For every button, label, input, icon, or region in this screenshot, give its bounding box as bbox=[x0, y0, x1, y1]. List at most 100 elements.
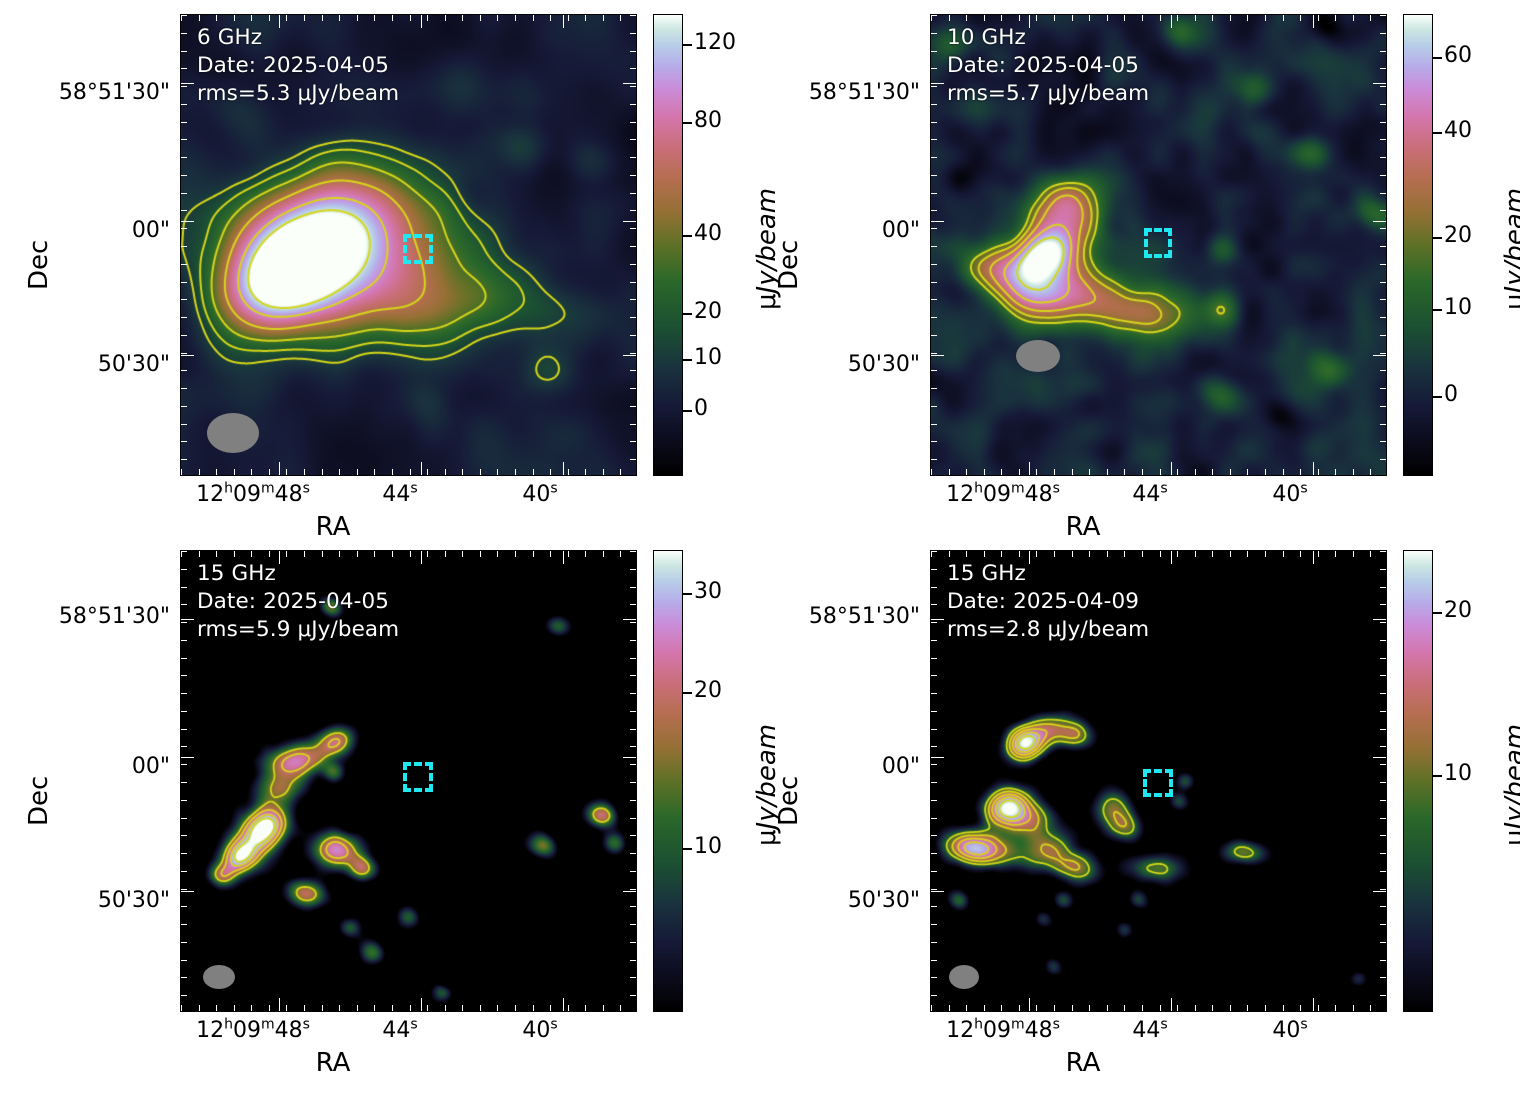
panel-annotation-10ghz: 10 GHz Date: 2025-04-05 rms=5.7 μJy/beam bbox=[947, 24, 1149, 108]
colorbar-ticks-15ghz-apr09: 10 20 bbox=[1433, 550, 1493, 1012]
colorbar-tick-1-0 bbox=[1433, 396, 1442, 399]
colorbar-ticklabel-3-0: 10 bbox=[1444, 761, 1472, 787]
xtick-label-10ghz-0: 12h09m48s bbox=[946, 480, 1060, 507]
ytick-label-15ghz-apr05-0: 58°51'30" bbox=[58, 604, 170, 629]
image-axes-15ghz-apr05[interactable]: 15 GHz Date: 2025-04-05 rms=5.9 μJy/beam bbox=[180, 550, 637, 1012]
sky-image-6ghz bbox=[181, 15, 636, 475]
xtick-label-15ghz-apr09-0: 12h09m48s bbox=[946, 1016, 1060, 1043]
colorbar-ticklabel-1-0: 0 bbox=[1444, 382, 1458, 408]
colorbar-tick-2-1 bbox=[683, 691, 692, 694]
colorbar-tick-0-1 bbox=[683, 359, 692, 362]
colorbar-15ghz-apr05 bbox=[653, 550, 683, 1012]
colorbar-tick-2-2 bbox=[683, 593, 692, 596]
colorbar-tick-0-5 bbox=[683, 44, 692, 47]
marker-box-15ghz-apr05 bbox=[403, 762, 433, 792]
beam-ellipse-6ghz bbox=[207, 413, 259, 453]
sky-image-10ghz bbox=[931, 15, 1386, 475]
axis-label-dec-10ghz: Dec bbox=[774, 239, 804, 290]
colorbar-tick-3-0 bbox=[1433, 775, 1442, 778]
xtick-label-15ghz-apr05-1: 44s bbox=[382, 1016, 418, 1043]
marker-box-15ghz-apr09 bbox=[1143, 769, 1173, 797]
image-axes-15ghz-apr09[interactable]: 15 GHz Date: 2025-04-09 rms=2.8 μJy/beam bbox=[930, 550, 1387, 1012]
colorbar-tick-0-4 bbox=[683, 122, 692, 125]
beam-ellipse-15ghz-apr05 bbox=[203, 965, 235, 989]
axis-label-ra-10ghz: RA bbox=[1065, 512, 1101, 542]
colorbar-ticklabel-0-3: 40 bbox=[694, 220, 722, 246]
marker-box-6ghz bbox=[403, 234, 433, 264]
colorbar-tick-2-0 bbox=[683, 847, 692, 850]
colorbar-ticks-6ghz: 0 10 20 40 80 120 bbox=[683, 14, 743, 476]
colorbar-ticks-15ghz-apr05: 10 20 30 bbox=[683, 550, 743, 1012]
axis-label-dec-15ghz-apr09: Dec bbox=[774, 775, 804, 826]
colorbar-tick-1-4 bbox=[1433, 57, 1442, 60]
colorbar-ticklabel-0-4: 80 bbox=[694, 108, 722, 134]
freq-label-6ghz: 6 GHz bbox=[197, 25, 263, 50]
axis-label-ra-6ghz: RA bbox=[315, 512, 351, 542]
axis-label-ra-15ghz-apr09: RA bbox=[1065, 1048, 1101, 1078]
ytick-label-6ghz-0: 58°51'30" bbox=[58, 80, 170, 105]
colorbar-ticklabel-0-5: 120 bbox=[694, 30, 736, 56]
image-axes-10ghz[interactable]: 10 GHz Date: 2025-04-05 rms=5.7 μJy/beam bbox=[930, 14, 1387, 476]
colorbar-ticklabel-0-0: 0 bbox=[694, 395, 708, 421]
axis-label-dec-6ghz: Dec bbox=[24, 239, 54, 290]
rms-label-15ghz-apr05: rms=5.9 μJy/beam bbox=[197, 616, 400, 642]
colorbar-ticklabel-3-1: 20 bbox=[1444, 598, 1472, 624]
colorbar-ticklabel-2-1: 20 bbox=[694, 677, 722, 703]
colorbar-label-15ghz-apr09: μJy/beam bbox=[1500, 723, 1520, 846]
ytick-label-6ghz-2: 50'30" bbox=[97, 352, 170, 377]
beam-ellipse-10ghz bbox=[1016, 340, 1060, 372]
date-label-15ghz-apr09: Date: 2025-04-09 bbox=[947, 588, 1140, 614]
colorbar-ticklabel-1-4: 60 bbox=[1444, 43, 1472, 69]
colorbar-15ghz-apr09 bbox=[1403, 550, 1433, 1012]
freq-label-10ghz: 10 GHz bbox=[947, 25, 1026, 50]
xtick-label-6ghz-2: 40s bbox=[522, 480, 558, 507]
colorbar-ticklabel-2-2: 30 bbox=[694, 579, 722, 605]
colorbar-ticklabel-0-2: 20 bbox=[694, 298, 722, 324]
colorbar-tick-3-1 bbox=[1433, 612, 1442, 615]
rms-label-15ghz-apr09: rms=2.8 μJy/beam bbox=[947, 616, 1150, 642]
ytick-label-15ghz-apr09-1: 00" bbox=[881, 754, 920, 779]
colorbar-tick-0-2 bbox=[683, 312, 692, 315]
date-label-15ghz-apr05: Date: 2025-04-05 bbox=[197, 588, 390, 614]
date-label-6ghz: Date: 2025-04-05 bbox=[197, 52, 390, 78]
panel-annotation-6ghz: 6 GHz Date: 2025-04-05 rms=5.3 μJy/beam bbox=[197, 24, 399, 108]
rms-label-10ghz: rms=5.7 μJy/beam bbox=[947, 80, 1150, 106]
xtick-label-10ghz-2: 40s bbox=[1272, 480, 1308, 507]
colorbar-ticklabel-0-1: 10 bbox=[694, 345, 722, 371]
ytick-label-6ghz-1: 00" bbox=[131, 218, 170, 243]
image-axes-6ghz[interactable]: 6 GHz Date: 2025-04-05 rms=5.3 μJy/beam bbox=[180, 14, 637, 476]
colorbar-tick-1-1 bbox=[1433, 308, 1442, 311]
colorbar-tick-1-2 bbox=[1433, 237, 1442, 240]
date-label-10ghz: Date: 2025-04-05 bbox=[947, 52, 1140, 78]
ytick-label-15ghz-apr05-2: 50'30" bbox=[97, 888, 170, 913]
colorbar-ticks-10ghz: 0 10 20 40 60 bbox=[1433, 14, 1493, 476]
colorbar-ticklabel-1-2: 20 bbox=[1444, 223, 1472, 249]
colorbar-ticklabel-2-0: 10 bbox=[694, 833, 722, 859]
colorbar-ticklabel-1-3: 40 bbox=[1444, 117, 1472, 143]
ytick-label-15ghz-apr09-2: 50'30" bbox=[847, 888, 920, 913]
colorbar-label-10ghz: μJy/beam bbox=[1500, 187, 1520, 310]
ytick-label-10ghz-2: 50'30" bbox=[847, 352, 920, 377]
colorbar-tick-0-3 bbox=[683, 234, 692, 237]
panel-annotation-15ghz-apr09: 15 GHz Date: 2025-04-09 rms=2.8 μJy/beam bbox=[947, 560, 1149, 644]
sky-image-15ghz-apr05 bbox=[181, 551, 636, 1011]
xtick-label-15ghz-apr09-1: 44s bbox=[1132, 1016, 1168, 1043]
colorbar-10ghz bbox=[1403, 14, 1433, 476]
colorbar-ticklabel-1-1: 10 bbox=[1444, 294, 1472, 320]
ytick-label-10ghz-0: 58°51'30" bbox=[808, 80, 920, 105]
panel-annotation-15ghz-apr05: 15 GHz Date: 2025-04-05 rms=5.9 μJy/beam bbox=[197, 560, 399, 644]
xtick-label-10ghz-1: 44s bbox=[1132, 480, 1168, 507]
xtick-label-6ghz-0: 12h09m48s bbox=[196, 480, 310, 507]
freq-label-15ghz-apr05: 15 GHz bbox=[197, 561, 276, 586]
xtick-label-15ghz-apr05-2: 40s bbox=[522, 1016, 558, 1043]
ytick-label-10ghz-1: 00" bbox=[881, 218, 920, 243]
colorbar-tick-0-0 bbox=[683, 409, 692, 412]
xtick-label-15ghz-apr09-2: 40s bbox=[1272, 1016, 1308, 1043]
rms-label-6ghz: rms=5.3 μJy/beam bbox=[197, 80, 400, 106]
xtick-label-6ghz-1: 44s bbox=[382, 480, 418, 507]
colorbar-6ghz bbox=[653, 14, 683, 476]
marker-box-10ghz bbox=[1144, 228, 1172, 258]
axis-label-ra-15ghz-apr05: RA bbox=[315, 1048, 351, 1078]
freq-label-15ghz-apr09: 15 GHz bbox=[947, 561, 1026, 586]
